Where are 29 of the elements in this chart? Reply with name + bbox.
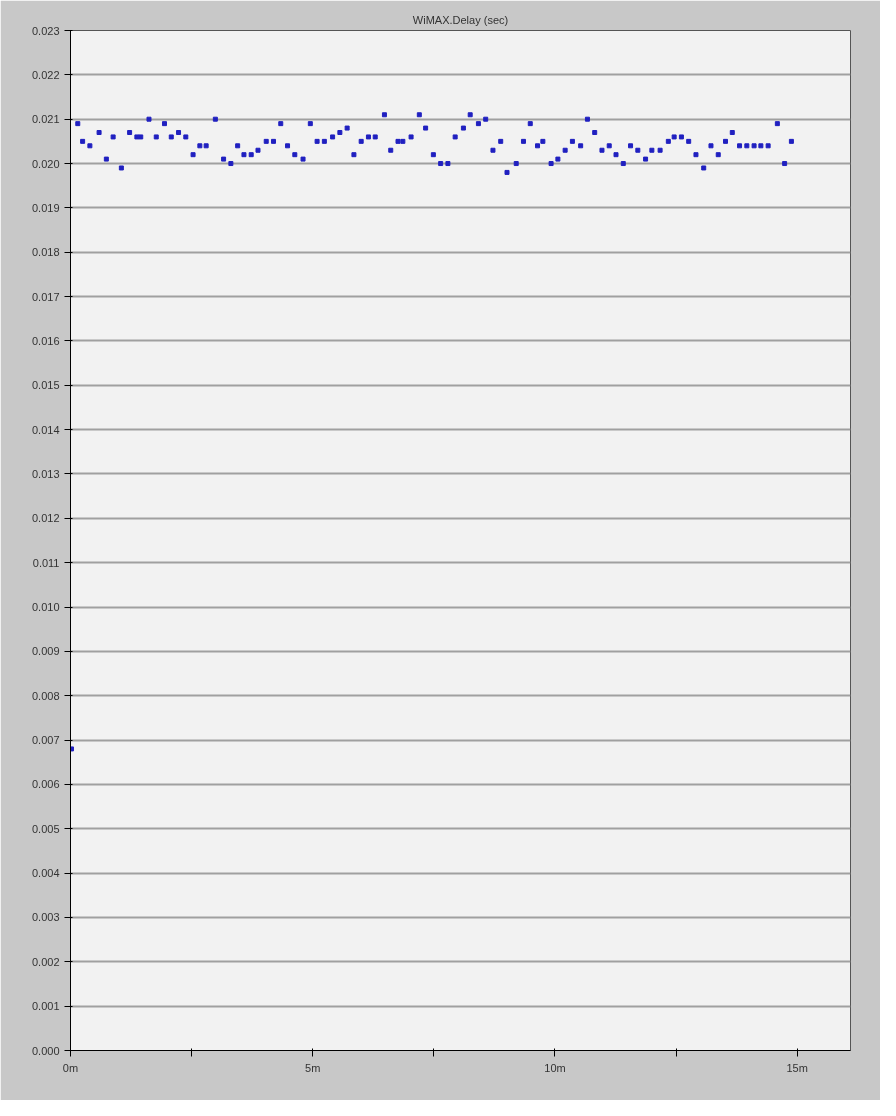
- y-tick-label: 0.020: [31, 157, 60, 170]
- y-tick-label: 0.021: [31, 113, 60, 126]
- x-tick-label: 0m: [62, 1061, 79, 1074]
- x-tick-label: 5m: [305, 1061, 321, 1074]
- y-tick-label: 0.002: [31, 955, 60, 968]
- y-tick-label: 0.000: [31, 1044, 60, 1057]
- y-tick-label: 0.003: [31, 911, 60, 924]
- y-tick-label: 0.010: [31, 601, 60, 614]
- y-tick-label: 0.022: [31, 68, 60, 81]
- y-tick-label: 0.013: [31, 467, 60, 480]
- y-tick-label: 0.014: [31, 423, 60, 436]
- y-tick-label: 0.018: [31, 246, 60, 259]
- y-tick-label: 0.011: [32, 556, 60, 569]
- y-tick-label: 0.017: [31, 290, 60, 303]
- y-tick-label: 0.004: [31, 867, 60, 880]
- y-tick-label: 0.009: [31, 645, 60, 658]
- y-tick-label: 0.015: [31, 379, 60, 392]
- x-tick-label: 15m: [786, 1061, 808, 1074]
- y-tick-label: 0.001: [31, 1000, 60, 1013]
- chart-title: WiMAX.Delay (sec): [412, 13, 509, 26]
- y-tick-label: 0.023: [31, 24, 60, 37]
- y-tick-label: 0.008: [31, 689, 60, 702]
- x-tick-label: 10m: [544, 1061, 566, 1074]
- y-tick-label: 0.019: [31, 201, 60, 214]
- y-tick-label: 0.012: [31, 512, 60, 525]
- y-tick-label: 0.016: [31, 334, 60, 347]
- y-tick-label: 0.007: [31, 734, 60, 747]
- y-tick-label: 0.005: [31, 822, 60, 835]
- y-tick-label: 0.006: [31, 778, 60, 791]
